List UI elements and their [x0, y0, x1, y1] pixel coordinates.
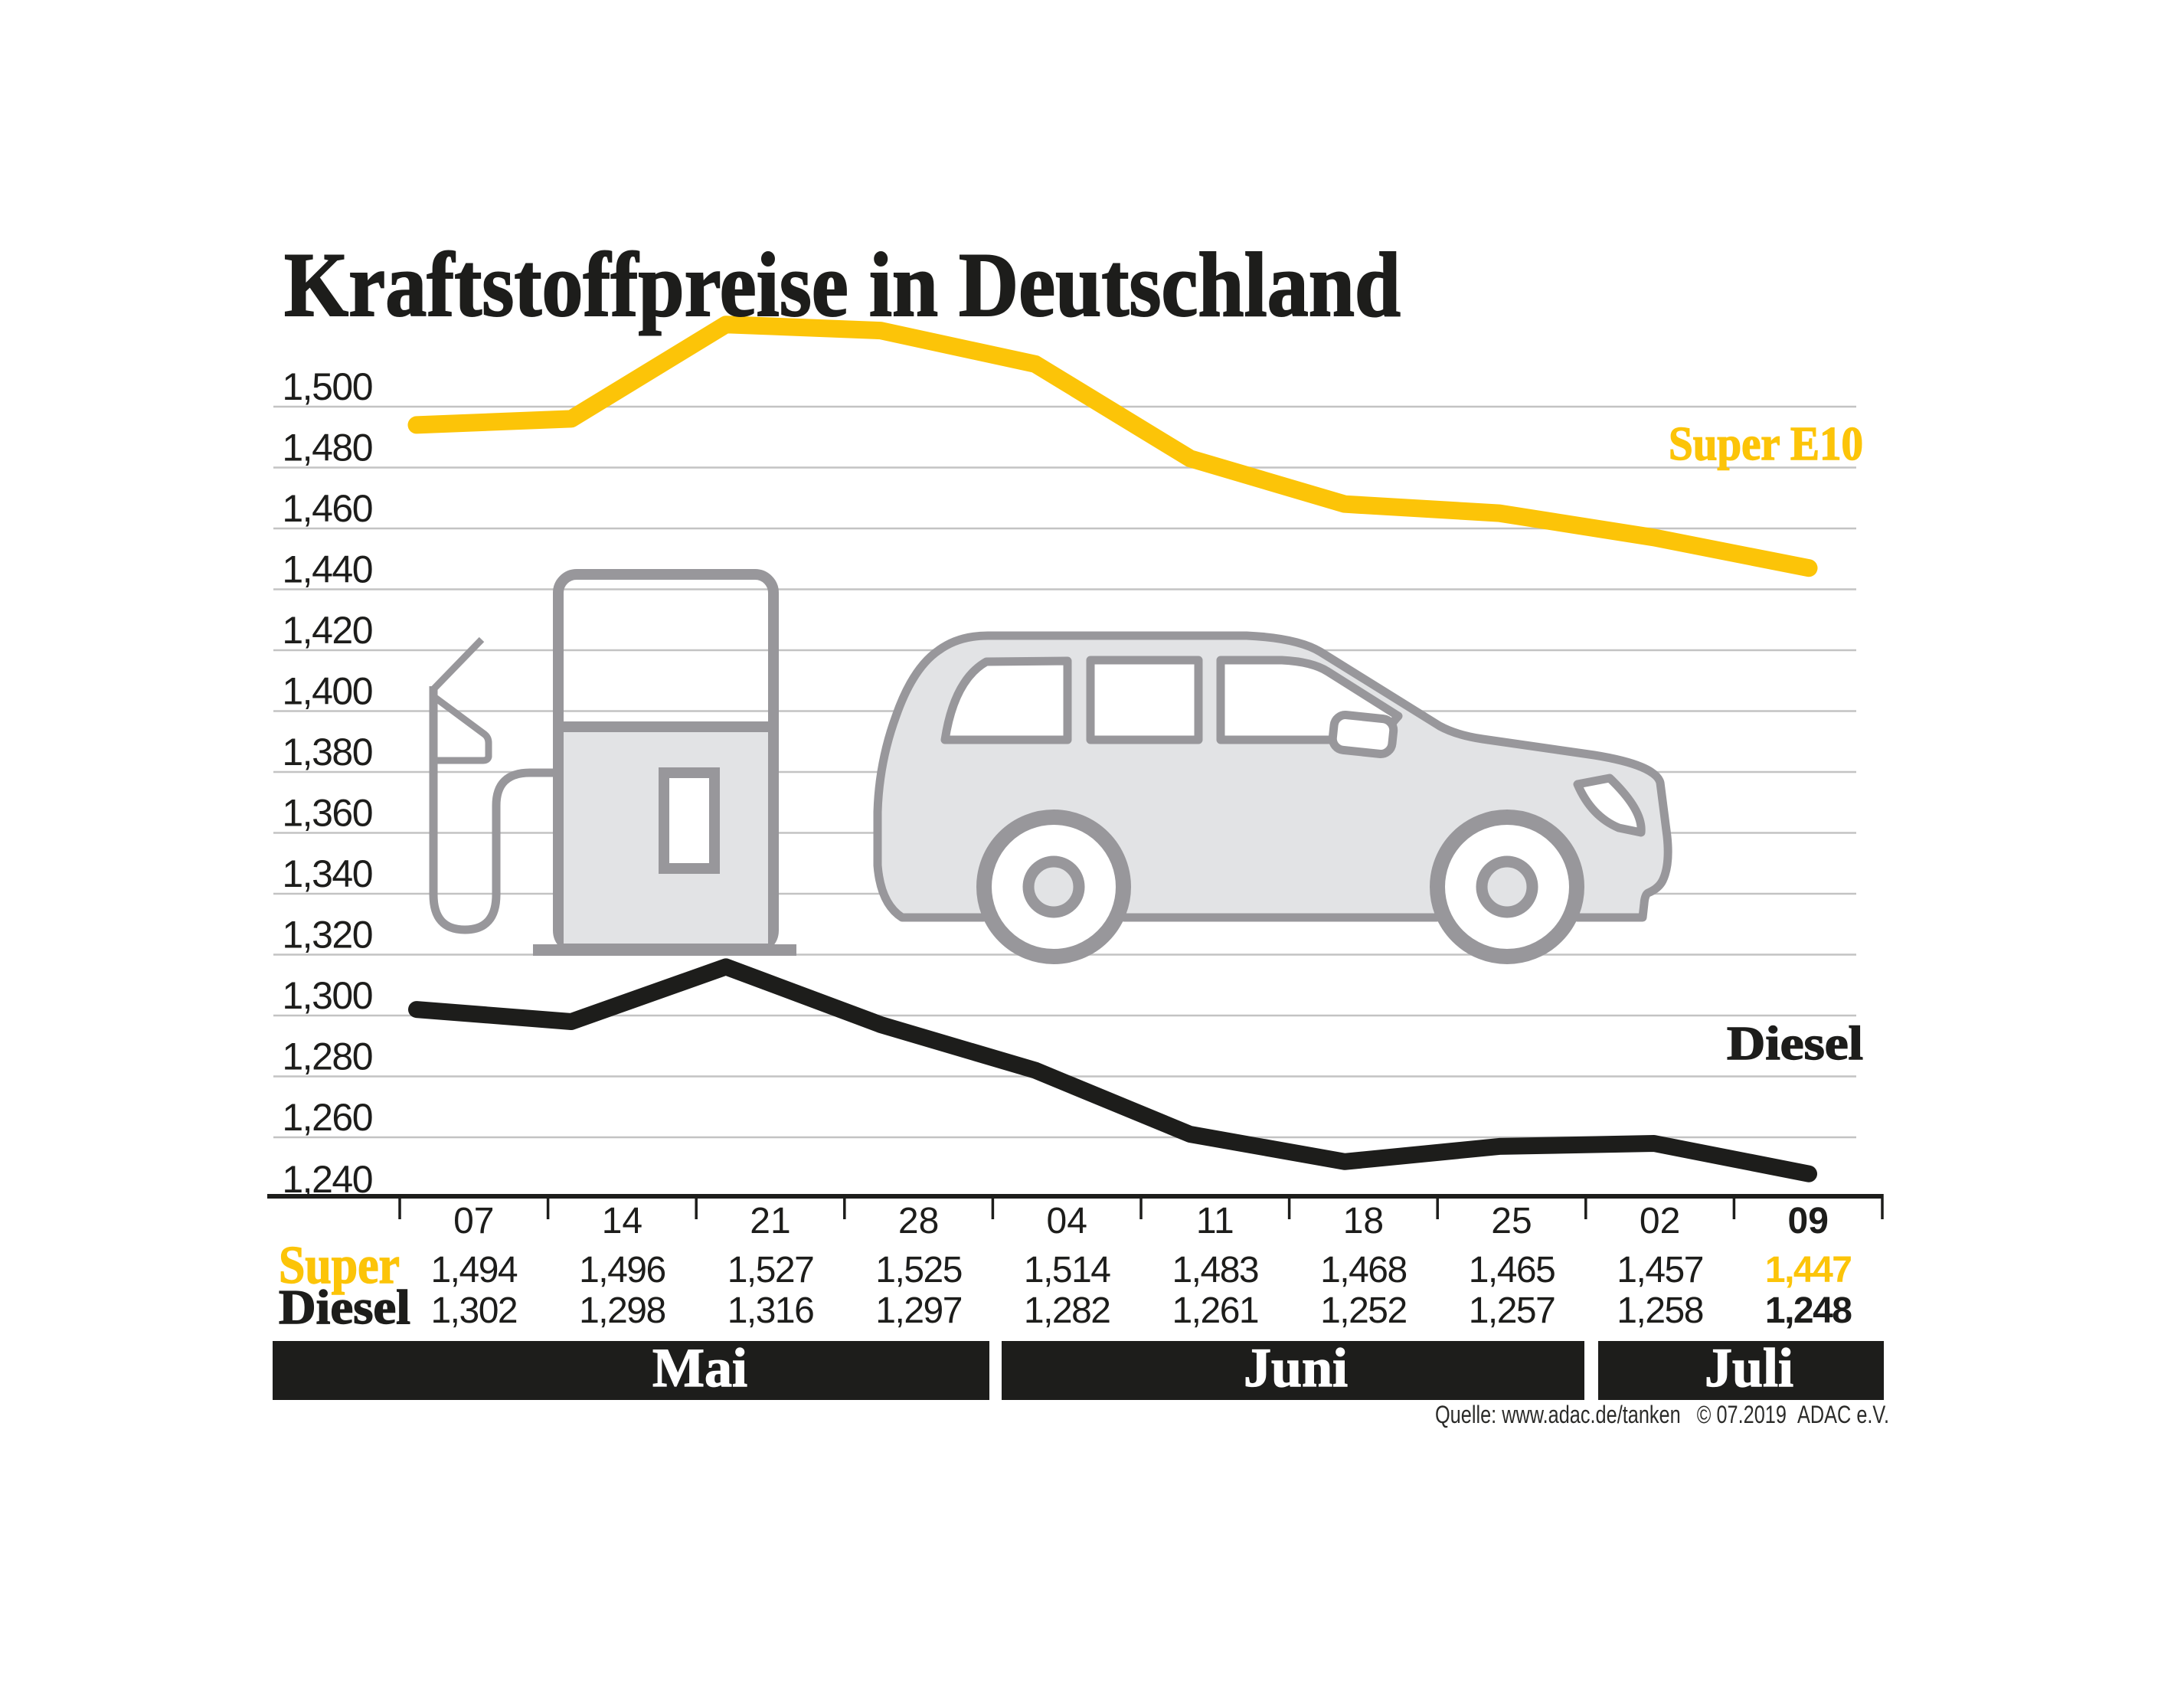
svg-text:Mai: Mai [652, 1337, 747, 1398]
svg-text:1,380: 1,380 [282, 731, 372, 774]
svg-text:1,282: 1,282 [1024, 1290, 1110, 1331]
svg-text:28: 28 [898, 1201, 939, 1241]
svg-text:1,447: 1,447 [1765, 1250, 1852, 1290]
svg-text:1,248: 1,248 [1765, 1290, 1852, 1331]
svg-text:Super: Super [279, 1236, 400, 1295]
svg-text:1,257: 1,257 [1469, 1290, 1555, 1331]
svg-text:Juli: Juli [1705, 1337, 1793, 1398]
svg-text:09: 09 [1788, 1201, 1829, 1241]
svg-text:18: 18 [1343, 1201, 1384, 1241]
svg-text:Juni: Juni [1244, 1337, 1348, 1398]
svg-text:1,527: 1,527 [727, 1250, 814, 1290]
svg-text:1,480: 1,480 [282, 427, 372, 469]
svg-text:25: 25 [1491, 1201, 1532, 1241]
svg-text:1,316: 1,316 [727, 1290, 814, 1331]
svg-text:Quelle: www.adac.de/tanken ©: Quelle: www.adac.de/tanken © 07.2019 ADA… [1435, 1401, 1889, 1428]
svg-text:1,457: 1,457 [1617, 1250, 1703, 1290]
svg-text:1,240: 1,240 [282, 1158, 372, 1201]
svg-text:Kraftstoffpreise in Deutschlan: Kraftstoffpreise in Deutschland [284, 234, 1401, 335]
svg-text:1,483: 1,483 [1172, 1250, 1258, 1290]
svg-text:1,340: 1,340 [282, 852, 372, 895]
svg-text:04: 04 [1047, 1201, 1087, 1241]
svg-text:11: 11 [1196, 1201, 1234, 1241]
svg-text:1,300: 1,300 [282, 974, 372, 1017]
svg-text:1,280: 1,280 [282, 1035, 372, 1078]
svg-text:1,320: 1,320 [282, 914, 372, 957]
svg-text:1,460: 1,460 [282, 487, 372, 530]
svg-text:1,496: 1,496 [579, 1250, 665, 1290]
svg-text:1,298: 1,298 [579, 1290, 665, 1331]
svg-text:07: 07 [453, 1201, 494, 1241]
svg-text:1,260: 1,260 [282, 1096, 372, 1139]
svg-text:Diesel: Diesel [1727, 1018, 1863, 1070]
svg-text:1,261: 1,261 [1172, 1290, 1258, 1331]
svg-text:1,465: 1,465 [1469, 1250, 1555, 1290]
svg-text:1,440: 1,440 [282, 548, 372, 591]
svg-text:1,400: 1,400 [282, 670, 372, 713]
svg-text:21: 21 [750, 1201, 790, 1241]
svg-text:Super E10: Super E10 [1669, 418, 1863, 470]
svg-text:1,468: 1,468 [1320, 1250, 1407, 1290]
svg-text:Diesel: Diesel [279, 1280, 410, 1334]
svg-text:1,360: 1,360 [282, 792, 372, 835]
svg-text:1,302: 1,302 [430, 1290, 517, 1331]
svg-text:1,514: 1,514 [1024, 1250, 1110, 1290]
svg-text:1,258: 1,258 [1617, 1290, 1703, 1331]
svg-text:1,500: 1,500 [282, 365, 372, 408]
svg-text:14: 14 [602, 1201, 642, 1241]
svg-text:1,420: 1,420 [282, 609, 372, 652]
svg-text:1,297: 1,297 [875, 1290, 962, 1331]
svg-text:02: 02 [1640, 1201, 1680, 1241]
svg-text:1,252: 1,252 [1320, 1290, 1407, 1331]
svg-text:1,494: 1,494 [430, 1250, 517, 1290]
svg-text:1,525: 1,525 [875, 1250, 962, 1290]
